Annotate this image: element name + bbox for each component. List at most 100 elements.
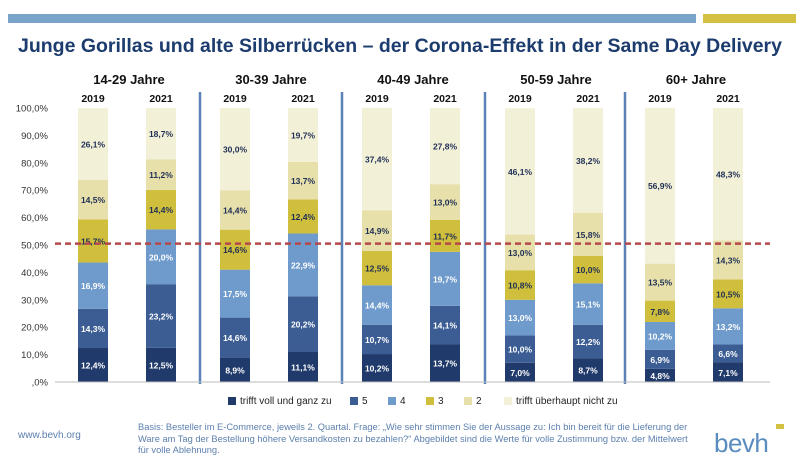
bar-segment (430, 344, 460, 382)
bar-segment (645, 300, 675, 322)
y-tick-label: 100,0% (16, 104, 49, 115)
bar-segment (146, 284, 176, 348)
y-tick-label: ,0% (32, 378, 49, 389)
data-label: 18,7% (149, 129, 174, 139)
data-label: 20,0% (149, 252, 174, 262)
data-label: 6,6% (718, 349, 738, 359)
data-label: 11,1% (291, 362, 315, 372)
chart-title: Junge Gorillas und alte Silberrücken – d… (18, 35, 782, 57)
bar-segment (288, 296, 318, 352)
data-label: 14,6% (223, 333, 248, 343)
data-label: 37,4% (365, 154, 390, 164)
data-label: 14,4% (223, 205, 248, 215)
y-tick-label: 60,0% (21, 213, 48, 224)
bar-segment (645, 368, 675, 382)
data-label: 7,1% (718, 368, 738, 378)
logo-accent (776, 424, 784, 429)
bar-segment (288, 351, 318, 382)
bar-segment (573, 324, 603, 359)
bar-segment (288, 199, 318, 234)
data-label: 15,1% (576, 300, 601, 310)
year-label: 2019 (223, 93, 247, 105)
data-label: 19,7% (433, 274, 458, 284)
data-label: 7,0% (510, 368, 530, 378)
data-label: 14,4% (365, 301, 390, 311)
group-label: 60+ Jahre (666, 72, 726, 87)
bar-segment (430, 184, 460, 220)
y-tick-label: 20,0% (21, 323, 48, 334)
year-label: 2019 (365, 93, 389, 105)
data-label: 38,2% (576, 156, 601, 166)
data-label: 26,1% (81, 140, 106, 150)
bar-segment (220, 190, 250, 230)
bar-segment (505, 299, 535, 336)
bar-segment (146, 159, 176, 190)
data-label: 13,5% (648, 278, 673, 288)
year-label: 2019 (648, 93, 672, 105)
data-label: 11,7% (433, 231, 457, 241)
source-url[interactable]: www.bevh.org (18, 430, 81, 441)
bar-segment (505, 335, 535, 363)
legend-swatch (504, 397, 512, 405)
data-label: 4,8% (650, 371, 670, 381)
legend-swatch (426, 397, 434, 405)
data-label: 6,9% (650, 355, 670, 365)
year-label: 2021 (291, 93, 315, 105)
data-label: 13,0% (433, 197, 458, 207)
y-tick-label: 90,0% (21, 131, 48, 142)
footnote: Basis: Besteller im E-Commerce, jeweils … (138, 422, 688, 455)
data-label: 14,9% (365, 226, 390, 236)
data-label: 19,7% (291, 130, 316, 140)
y-tick-label: 80,0% (21, 158, 48, 169)
bar-segment (505, 270, 535, 300)
bar-segment (713, 344, 743, 363)
y-tick-label: 40,0% (21, 268, 48, 279)
bar-segment (78, 219, 108, 263)
bar-segment (430, 251, 460, 306)
data-label: 17,5% (223, 289, 248, 299)
data-label: 8,9% (225, 365, 245, 375)
bevh-logo: bevh (714, 428, 769, 458)
stacked-bar-chart: ,0% 10,0% 20,0% 30,0% 40,0% 50,0% 60,0% 70,0% 80… (16, 72, 770, 407)
legend-label: 3 (438, 396, 444, 407)
bar-segment (573, 212, 603, 256)
data-label: 15,7% (81, 237, 106, 247)
y-tick-label: 70,0% (21, 186, 48, 197)
group-label: 40-49 Jahre (377, 72, 449, 87)
bar-segment (713, 279, 743, 309)
legend-label: trifft überhaupt nicht zu (516, 396, 618, 407)
bar-segment (220, 269, 250, 318)
data-label: 11,2% (149, 170, 173, 180)
data-label: 12,5% (149, 360, 174, 370)
year-label: 2021 (149, 93, 173, 105)
data-label: 20,2% (291, 319, 316, 329)
data-label: 10,2% (648, 331, 673, 341)
data-label: 14,5% (81, 195, 106, 205)
data-label: 14,1% (433, 321, 458, 331)
data-label: 10,2% (365, 364, 390, 374)
y-tick-label: 10,0% (21, 350, 48, 361)
data-label: 14,3% (81, 324, 106, 334)
data-label: 16,9% (81, 281, 106, 291)
data-label: 12,4% (291, 212, 316, 222)
bar-segment (288, 161, 318, 200)
legend-swatch (464, 397, 472, 405)
data-label: 10,0% (576, 265, 601, 275)
bar-segment (573, 283, 603, 325)
bar-segment (146, 108, 176, 160)
top-accent-bar-gold (703, 14, 796, 23)
bar-segment (645, 263, 675, 301)
legend-label: 4 (400, 396, 406, 407)
data-label: 10,7% (365, 335, 390, 345)
data-label: 13,0% (508, 248, 533, 258)
bar-segment (362, 251, 392, 286)
legend-label: 5 (362, 396, 368, 407)
data-label: 13,7% (433, 359, 458, 369)
data-label: 13,7% (291, 176, 316, 186)
bar-segment (573, 255, 603, 284)
bar-segment (78, 308, 108, 349)
bar-segment (220, 317, 250, 358)
data-label: 13,0% (508, 313, 533, 323)
bar-segment (573, 108, 603, 213)
data-label: 14,6% (223, 245, 248, 255)
